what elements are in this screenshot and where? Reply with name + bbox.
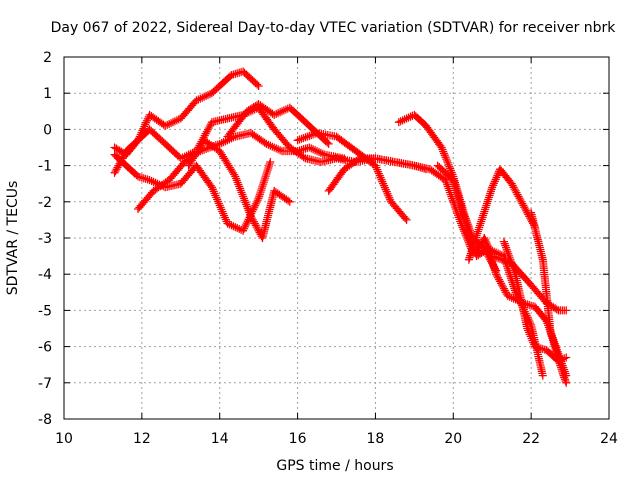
- y-tick-label: -2: [38, 195, 52, 211]
- y-tick-label: -6: [38, 340, 52, 356]
- y-tick-label: 2: [43, 50, 52, 66]
- y-tick-label: -4: [38, 267, 52, 283]
- y-tick-label: 1: [43, 86, 52, 102]
- series-track-7: [294, 130, 410, 224]
- y-tick-label: -5: [38, 303, 52, 319]
- x-tick-label: 18: [367, 431, 385, 447]
- x-axis-label: GPS time / hours: [276, 458, 393, 474]
- x-tick-label: 24: [600, 431, 618, 447]
- y-tick-label: -8: [38, 412, 52, 428]
- chart-title: Day 067 of 2022, Sidereal Day-to-day VTE…: [51, 20, 617, 36]
- grid: [64, 57, 609, 419]
- x-tick-label: 10: [55, 431, 73, 447]
- series-layer: [111, 68, 570, 386]
- y-tick-label: -7: [38, 376, 52, 392]
- x-tick-label: 16: [289, 431, 307, 447]
- y-tick-label: -3: [38, 231, 52, 247]
- y-tick-label: -1: [38, 159, 52, 175]
- series-track-6: [224, 101, 332, 148]
- x-tick-label: 20: [444, 431, 462, 447]
- y-axis-label: SDTVAR / TECUs: [5, 181, 21, 296]
- x-tick-label: 14: [211, 431, 229, 447]
- y-tick-label: 0: [43, 122, 52, 138]
- chart: Day 067 of 2022, Sidereal Day-to-day VTE…: [0, 0, 640, 480]
- x-tick-label: 12: [133, 431, 151, 447]
- x-tick-label: 22: [522, 431, 540, 447]
